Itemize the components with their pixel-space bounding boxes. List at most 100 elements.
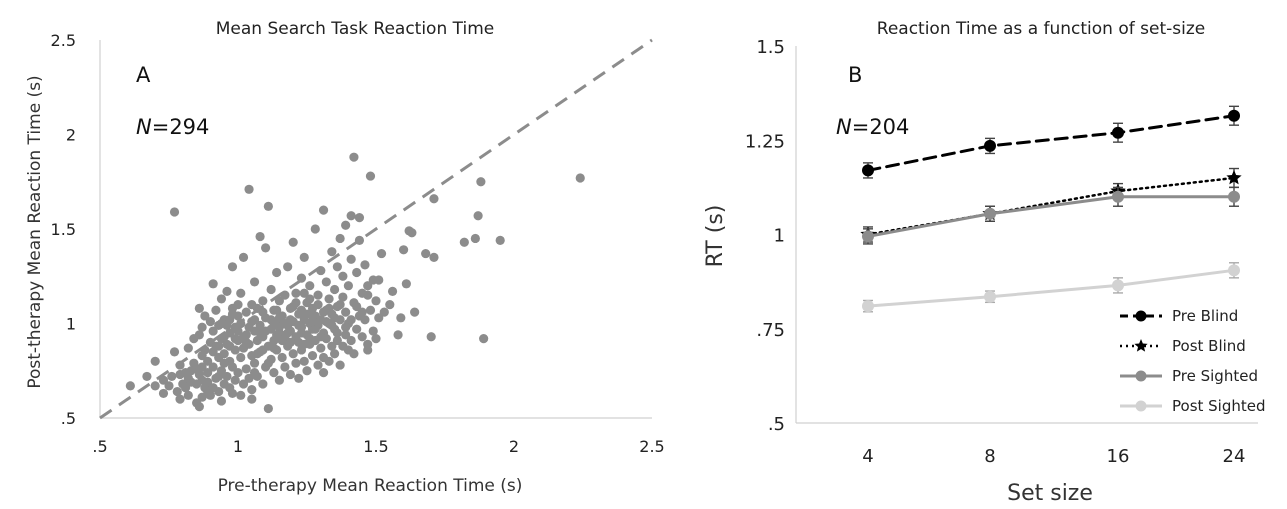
chart-b-data-point	[1226, 169, 1242, 185]
chart-a-data-point	[194, 402, 204, 412]
chart-a-data-point	[341, 220, 351, 230]
chart-a-data-point	[203, 356, 213, 366]
chart-a-data-point	[332, 328, 342, 338]
chart-b-legend-label: Post Sighted	[1172, 397, 1266, 415]
chart-b-data-point	[1112, 279, 1124, 292]
chart-a-data-point	[313, 300, 323, 310]
chart-b-legend-label: Pre Blind	[1172, 307, 1238, 325]
chart-a-y-tick-label: .5	[61, 409, 76, 428]
chart-b-y-tick-label: 1	[774, 226, 785, 247]
chart-a-data-point	[169, 207, 180, 217]
chart-a-data-point	[349, 152, 359, 162]
chart-b-series-pre-sighted	[862, 186, 1240, 245]
chart-a-data-point	[227, 262, 238, 272]
chart-a-data-point	[407, 228, 417, 238]
chart-a-data-point	[285, 337, 296, 347]
chart-a-data-point	[208, 383, 218, 393]
chart-a-data-point	[208, 362, 218, 372]
chart-a-x-tick-label: 1.5	[363, 437, 388, 456]
chart-a-data-point	[341, 322, 351, 332]
chart-b-y-tick-label: 1.5	[756, 37, 785, 58]
chart-b-data-point	[862, 300, 874, 313]
chart-a-data-point	[324, 294, 334, 304]
chart-a-data-point	[125, 381, 135, 391]
chart-a-data-point	[330, 284, 340, 295]
chart-b-data-point	[1228, 264, 1240, 277]
chart-a-data-point	[283, 328, 293, 338]
chart-a-data-point	[219, 332, 229, 342]
chart-a-data-point	[294, 320, 304, 330]
chart-b-series-line	[866, 195, 1236, 238]
chart-a-n-letter: N	[136, 115, 152, 139]
chart-a-data-point	[249, 277, 260, 287]
chart-b: Reaction Time as a function of set-size …	[703, 19, 1266, 506]
chart-a-data-point	[258, 379, 268, 389]
chart-a-data-point	[241, 307, 251, 317]
chart-a-data-point	[238, 252, 249, 262]
chart-a-data-point	[296, 305, 307, 315]
chart-a-n-annotation: N=294	[136, 115, 209, 139]
chart-a-data-point	[346, 211, 356, 221]
chart-a-data-point	[230, 375, 240, 385]
chart-b-data-point	[1112, 126, 1124, 139]
chart-a-data-point	[476, 177, 486, 187]
chart-a-data-point	[310, 224, 320, 234]
chart-a-data-point	[203, 368, 213, 378]
chart-a-data-point	[258, 307, 268, 317]
chart-a-data-point	[216, 294, 227, 304]
chart-a-data-point	[194, 303, 204, 313]
chart-a-data-point	[393, 330, 403, 340]
chart-a-data-point	[426, 332, 436, 342]
chart-a-data-point	[294, 373, 304, 383]
chart-a-data-point	[230, 334, 240, 344]
chart-b-data-point	[1112, 190, 1124, 203]
chart-a-data-point	[313, 360, 323, 370]
chart-a-data-point	[249, 358, 260, 368]
chart-a-data-point	[354, 235, 365, 245]
chart-a-data-point	[269, 368, 279, 378]
chart-a-data-point	[180, 368, 191, 378]
chart-b-series-post-sighted	[862, 262, 1240, 313]
chart-a-data-point	[341, 307, 351, 317]
chart-a-data-point	[376, 248, 387, 259]
chart-a-data-point	[305, 281, 315, 291]
chart-a-data-point	[247, 394, 257, 404]
chart-b-legend-swatch-marker	[1135, 370, 1147, 382]
chart-a-data-point	[233, 368, 243, 378]
chart-b-legend: Pre Blind Post Blind Pre Sighted Post Sight…	[1120, 307, 1266, 415]
chart-b-n-value: =204	[852, 115, 910, 139]
chart-b-ticks: 4 8 16 24 .5 .75 1 1.25 1.5	[745, 37, 1246, 467]
chart-b-legend-label: Post Blind	[1172, 337, 1246, 355]
chart-b-data-point	[862, 164, 874, 177]
chart-a-data-point	[272, 330, 282, 340]
chart-a-data-point	[307, 311, 318, 321]
chart-b-data-point	[984, 207, 996, 220]
chart-a-data-point	[236, 318, 246, 329]
chart-a-data-point	[302, 366, 312, 376]
chart-a-data-point	[180, 383, 191, 393]
chart-a-data-point	[330, 313, 340, 323]
chart-a-data-point	[216, 396, 227, 406]
chart-a-data-point	[318, 368, 329, 378]
chart-a-y-label: Post-therapy Mean Reaction Time (s)	[25, 75, 45, 388]
chart-b-x-label: Set size	[1007, 481, 1093, 506]
chart-a-data-point	[346, 254, 356, 264]
chart-a-data-point	[227, 362, 238, 372]
chart-a-data-point	[158, 388, 169, 399]
chart-a-data-point	[371, 296, 381, 306]
chart-a-data-point	[318, 205, 329, 215]
chart-a-data-point	[214, 371, 224, 382]
chart-b-series-pre-blind	[862, 105, 1240, 179]
chart-a-data-point	[385, 300, 395, 310]
chart-a-data-point	[280, 362, 290, 372]
chart-b-data-point	[984, 139, 996, 152]
chart-a-data-point	[285, 315, 296, 325]
chart-b-legend-swatch-marker	[1134, 339, 1148, 352]
chart-a-data-point	[158, 375, 169, 385]
chart-a-data-point	[261, 243, 271, 253]
chart-a-data-point	[272, 267, 282, 278]
chart-a-data-point	[327, 320, 337, 330]
chart-b-y-tick-label: .5	[768, 414, 785, 435]
chart-a-data-point	[249, 368, 260, 378]
chart-a-data-point	[310, 324, 320, 334]
